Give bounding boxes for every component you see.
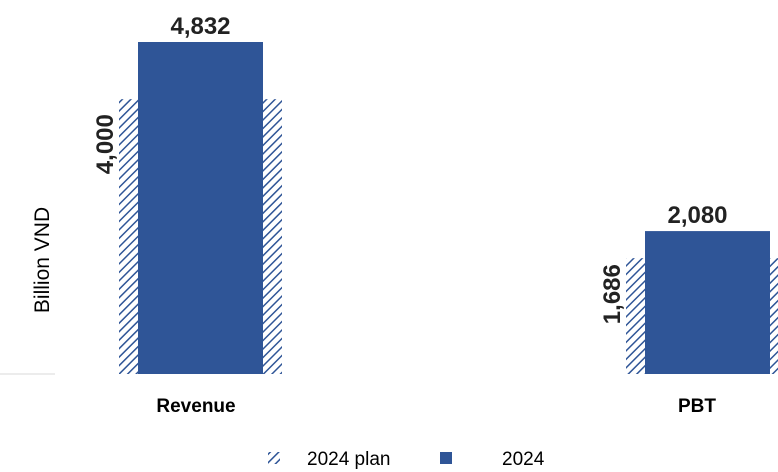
actual-value-label-revenue: 4,832	[170, 13, 230, 40]
category-label-pbt: PBT	[678, 396, 716, 417]
actual-bar-revenue	[138, 42, 263, 374]
y-axis-label: Billion VND	[31, 207, 54, 313]
legend-swatch-actual	[440, 452, 452, 464]
actual-bar-pbt	[645, 231, 770, 374]
legend-label-plan: 2024 plan	[307, 449, 390, 470]
category-label-revenue: Revenue	[156, 396, 235, 417]
plan-value-label-revenue: 4,000	[92, 114, 119, 174]
plan-value-label-pbt: 1,686	[599, 264, 626, 324]
legend: 2024 plan 2024	[268, 449, 545, 470]
actual-value-label-pbt: 2,080	[667, 202, 727, 229]
legend-label-actual: 2024	[502, 449, 545, 470]
legend-swatch-plan	[268, 452, 280, 464]
